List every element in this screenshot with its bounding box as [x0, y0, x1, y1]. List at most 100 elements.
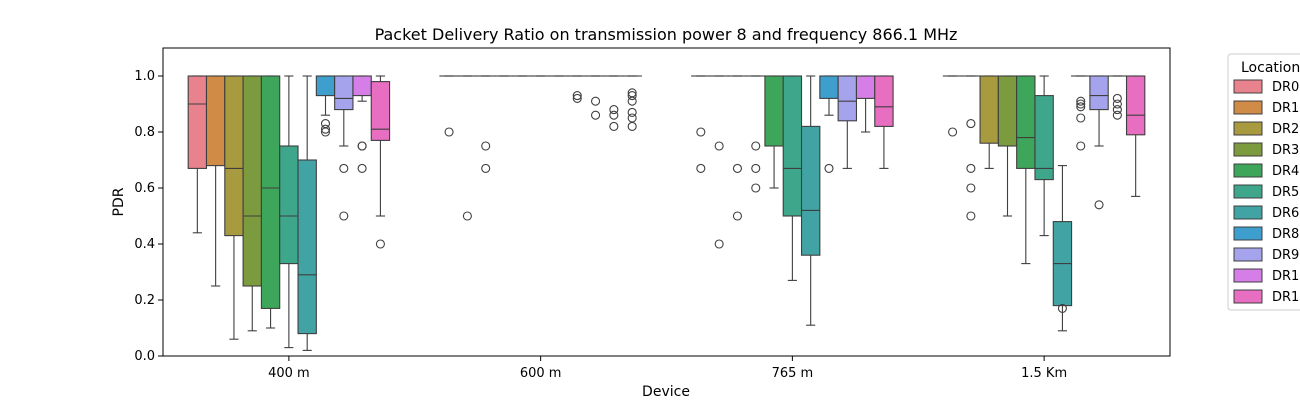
box-body: [764, 75, 784, 147]
y-tick-label: 0.8: [134, 125, 155, 140]
box-dr0-3: [942, 75, 963, 137]
outlier-point: [1076, 99, 1086, 109]
legend-label: DR6: [1272, 206, 1299, 221]
box-dr1-0: [370, 75, 391, 249]
legend-label: DR1: [1272, 269, 1299, 284]
box-body: [224, 75, 244, 237]
outlier-point: [1112, 93, 1122, 103]
outlier-point: [714, 239, 724, 249]
box-body: [837, 75, 858, 122]
outlier-point: [1076, 113, 1086, 123]
legend-label: DR1: [1272, 290, 1299, 305]
legend-swatch: [1233, 163, 1263, 178]
box-body: [279, 145, 299, 265]
box-body: [334, 75, 354, 111]
outlier-point: [696, 127, 706, 137]
box-body: [819, 75, 839, 99]
box-dr1-1: [604, 75, 624, 131]
outlier-point: [591, 96, 601, 106]
outlier-point: [1112, 99, 1122, 109]
legend-title: Location: [1241, 60, 1300, 76]
outlier-point: [1076, 141, 1086, 151]
outlier-point: [609, 110, 619, 120]
legend-label: DR5: [1272, 185, 1299, 200]
box-dr8-1: [567, 75, 587, 103]
legend-label: DR3: [1272, 143, 1299, 158]
legend-items: DR0 DR1 DR2 DR3 DR4 DR5 DR6 DR8 DR9 DR1 DR1: [1233, 79, 1299, 305]
legend-swatch: [1233, 268, 1263, 283]
outlier-point: [609, 121, 619, 131]
box-dr0-0: [187, 75, 208, 234]
legend: Location DR0DR1DR2DR3DR4DR5DR6DR8DR9DR1D…: [1227, 53, 1300, 311]
box-dr6-2: [800, 75, 821, 326]
legend-swatch: [1233, 247, 1263, 262]
x-axis-label: Device: [642, 384, 690, 400]
box-body: [260, 75, 281, 309]
box-dr3-3: [997, 75, 1018, 217]
legend-swatch: [1233, 184, 1263, 199]
outlier-point: [609, 105, 619, 115]
box-body: [997, 75, 1018, 147]
outlier-point: [481, 141, 491, 151]
legend-swatch: [1233, 100, 1263, 115]
outlier-point: [357, 163, 367, 173]
outlier-point: [320, 127, 331, 137]
box-dr6-0: [297, 75, 317, 351]
box-body: [979, 75, 999, 144]
box-dr8-2: [819, 75, 839, 173]
box-dr2-0: [224, 75, 244, 340]
outlier-point: [572, 93, 582, 103]
outlier-point: [572, 91, 582, 101]
box-dr0-2: [691, 75, 711, 173]
box-dr1-2: [855, 75, 876, 133]
box-body: [874, 75, 894, 127]
x-tick-label: 765 m: [772, 366, 814, 381]
box-dr2-3: [979, 75, 999, 169]
outlier-point: [948, 127, 958, 137]
box-dr8-0: [315, 75, 336, 137]
box-body: [855, 75, 876, 99]
outlier-point: [696, 163, 706, 173]
legend-label: DR2: [1272, 122, 1299, 137]
outlier-point: [732, 211, 742, 221]
legend-label: DR9: [1272, 248, 1299, 263]
box-dr1-2: [709, 75, 729, 249]
outlier-point: [627, 91, 637, 101]
y-tick-label: 0.4: [134, 237, 155, 252]
outlier-point: [1057, 303, 1067, 313]
box-body: [187, 75, 208, 169]
outlier-point: [966, 183, 976, 193]
x-tick-label: 1.5 Km: [1021, 366, 1067, 381]
outlier-point: [824, 163, 834, 173]
legend-frame: [1227, 53, 1300, 311]
box-dr1-0: [352, 75, 372, 173]
y-axis-label: PDR: [111, 187, 127, 216]
outlier-point: [320, 124, 331, 134]
box-dr6-3: [1052, 165, 1073, 332]
chart-title: Packet Delivery Ratio on transmission po…: [375, 25, 958, 44]
box-dr1-2: [874, 75, 894, 169]
y-tick-label: 0.2: [134, 293, 155, 308]
outlier-point: [1112, 105, 1122, 115]
outlier-point: [1094, 200, 1104, 210]
box-dr4-3: [1016, 75, 1036, 265]
box-dr9-3: [1089, 75, 1109, 210]
box-dr9-2: [837, 75, 858, 169]
legend-label: DR0: [1272, 80, 1299, 95]
legend-label: DR8: [1272, 227, 1299, 242]
box-dr3-0: [242, 75, 262, 332]
box-dr1-3: [1107, 75, 1128, 120]
box-dr4-0: [260, 75, 281, 329]
outlier-point: [591, 110, 601, 120]
y-tick-label: 1.0: [134, 69, 155, 84]
legend-label: DR4: [1272, 164, 1299, 179]
outlier-point: [339, 211, 349, 221]
legend-label: DR1: [1272, 101, 1299, 116]
outlier-point: [966, 119, 976, 129]
outlier-point: [627, 121, 637, 131]
box-dr9-0: [334, 75, 354, 221]
box-dr9-1: [585, 75, 606, 120]
box-body: [1125, 75, 1146, 136]
box-body: [800, 125, 821, 256]
